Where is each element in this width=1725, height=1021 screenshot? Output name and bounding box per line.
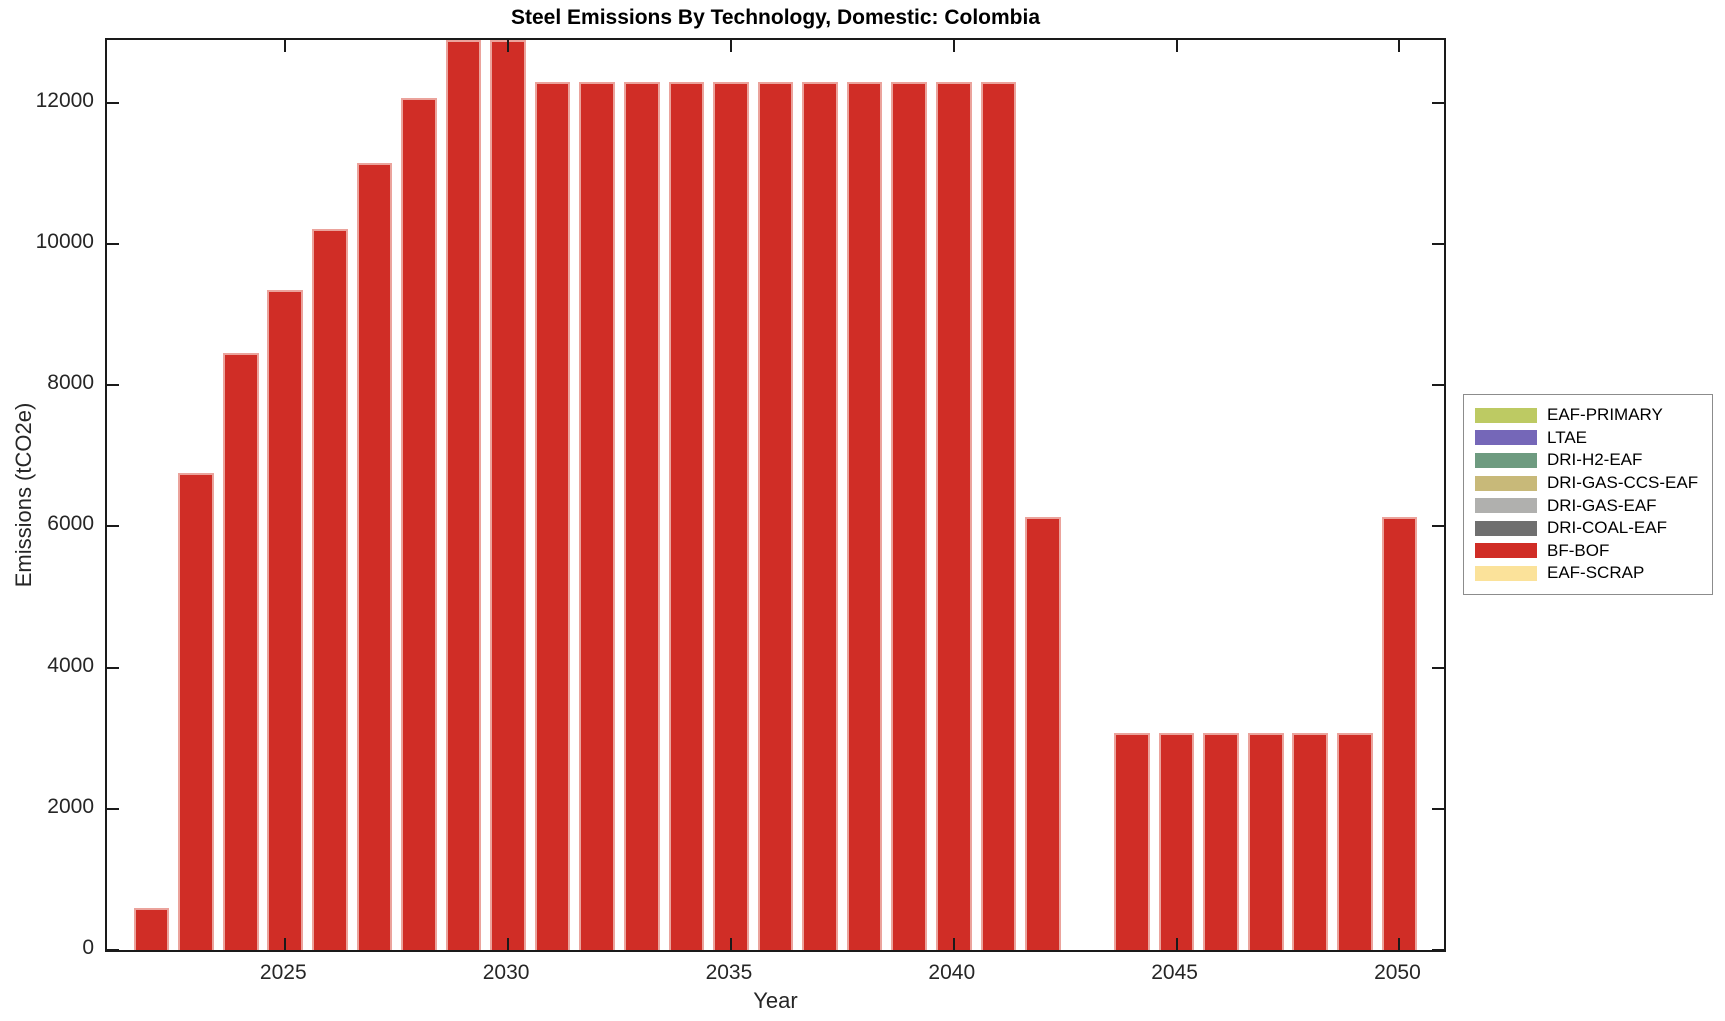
x-axis-label: Year: [753, 988, 798, 1013]
legend-item-dri-gas-ccs-eaf: DRI-GAS-CCS-EAF: [1464, 472, 1712, 495]
bar-2026: [312, 229, 348, 950]
bar-2031: [534, 82, 571, 950]
y-tick-mark: [107, 384, 119, 387]
x-tick-mark: [729, 938, 732, 950]
y-tick-label-0: 0: [82, 936, 94, 959]
y-tick-mark: [107, 525, 119, 528]
x-tick-mark: [507, 40, 510, 52]
x-tick-label-2040: 2040: [928, 961, 976, 984]
legend-label-dri-h2-eaf: DRI-H2-EAF: [1547, 450, 1643, 470]
legend-swatch-ltae: [1475, 430, 1537, 446]
bar-2024: [222, 353, 259, 950]
bar-2027: [356, 162, 393, 950]
y-tick-label-8000: 8000: [47, 371, 94, 395]
bar-2045: [1158, 732, 1195, 950]
x-tick-label-2045: 2045: [1151, 961, 1198, 984]
y-tick-mark: [107, 666, 119, 669]
x-tick-mark: [952, 40, 955, 52]
legend-item-dri-coal-eaf: DRI-COAL-EAF: [1464, 517, 1712, 540]
legend-label-eaf-scrap: EAF-SCRAP: [1547, 563, 1645, 583]
plot-area: [105, 38, 1446, 952]
y-tick-mark: [107, 807, 119, 810]
bar-2036: [757, 82, 794, 950]
y-tick-label-2000: 2000: [47, 794, 94, 818]
x-tick-mark: [284, 938, 287, 950]
y-tick-mark: [107, 949, 119, 950]
legend-item-ltae: LTAE: [1464, 427, 1712, 450]
x-tick-mark: [507, 938, 510, 950]
x-tick-mark: [1175, 938, 1178, 950]
y-tick-mark: [107, 101, 119, 104]
legend-label-ltae: LTAE: [1547, 427, 1587, 447]
legend-swatch-dri-gas-eaf: [1475, 498, 1537, 514]
bar-2048: [1292, 732, 1329, 950]
y-tick-mark: [1432, 666, 1444, 669]
bar-2032: [579, 82, 616, 950]
bar-2041: [980, 82, 1017, 950]
legend-label-dri-gas-ccs-eaf: DRI-GAS-CCS-EAF: [1547, 473, 1699, 493]
bar-2028: [401, 97, 437, 950]
legend-item-dri-h2-eaf: DRI-H2-EAF: [1464, 449, 1712, 472]
y-tick-mark: [1432, 101, 1444, 104]
y-axis-label: Emissions (tCO2e): [11, 402, 36, 588]
x-tick-label-2030: 2030: [482, 961, 530, 984]
x-tick-mark: [284, 40, 287, 52]
y-tick-mark: [1432, 807, 1444, 810]
bar-2033: [623, 82, 660, 950]
y-tick-label-4000: 4000: [47, 653, 94, 677]
chart-title: Steel Emissions By Technology, Domestic:…: [511, 6, 1040, 29]
legend-swatch-eaf-primary: [1475, 407, 1537, 423]
y-tick-mark: [1432, 243, 1444, 246]
bar-2042: [1025, 516, 1061, 950]
bar-2029: [445, 40, 482, 950]
bar-2035: [713, 82, 749, 950]
y-tick-label-12000: 12000: [35, 88, 94, 112]
y-tick-label-6000: 6000: [47, 512, 94, 536]
x-tick-mark: [952, 938, 955, 950]
legend-swatch-dri-gas-ccs-eaf: [1475, 475, 1537, 491]
legend-swatch-dri-coal-eaf: [1475, 520, 1537, 536]
bar-2039: [891, 82, 927, 950]
legend-item-eaf-scrap: EAF-SCRAP: [1464, 562, 1712, 585]
legend: EAF-PRIMARY LTAE DRI-H2-EAF DRI-GAS-CCS-EAF…: [1463, 394, 1713, 595]
bar-2050: [1381, 516, 1418, 950]
y-tick-mark: [1432, 384, 1444, 387]
legend-label-bf-bof: BF-BOF: [1547, 540, 1610, 560]
legend-label-dri-coal-eaf: DRI-COAL-EAF: [1547, 518, 1667, 538]
bar-2023: [178, 472, 214, 950]
x-tick-mark: [1175, 40, 1178, 52]
x-tick-mark: [1398, 938, 1401, 950]
y-tick-mark: [1432, 525, 1444, 528]
legend-item-dri-gas-eaf: DRI-GAS-EAF: [1464, 494, 1712, 517]
bar-2025: [267, 289, 304, 950]
y-tick-mark: [107, 243, 119, 246]
bar-2049: [1337, 732, 1373, 950]
bar-2022: [133, 907, 170, 950]
bar-2034: [668, 82, 705, 950]
x-tick-label-2025: 2025: [259, 961, 307, 984]
y-tick-label-10000: 10000: [35, 230, 94, 254]
bar-2046: [1203, 732, 1239, 950]
legend-swatch-dri-h2-eaf: [1475, 452, 1537, 468]
legend-swatch-bf-bof: [1475, 543, 1537, 559]
bar-2047: [1247, 732, 1284, 950]
bar-2040: [935, 82, 972, 950]
x-tick-mark: [729, 40, 732, 52]
x-tick-label-2050: 2050: [1374, 961, 1421, 984]
x-tick-mark: [1398, 40, 1401, 52]
legend-label-eaf-primary: EAF-PRIMARY: [1547, 405, 1663, 425]
legend-item-eaf-primary: EAF-PRIMARY: [1464, 404, 1712, 427]
bar-2037: [802, 82, 838, 950]
x-tick-label-2035: 2035: [705, 961, 753, 984]
bar-2038: [846, 82, 883, 950]
bar-2030: [490, 40, 526, 950]
legend-item-bf-bof: BF-BOF: [1464, 540, 1712, 563]
legend-swatch-eaf-scrap: [1475, 565, 1537, 581]
bar-2044: [1114, 732, 1150, 950]
legend-label-dri-gas-eaf: DRI-GAS-EAF: [1547, 495, 1657, 515]
y-tick-mark: [1432, 949, 1444, 950]
